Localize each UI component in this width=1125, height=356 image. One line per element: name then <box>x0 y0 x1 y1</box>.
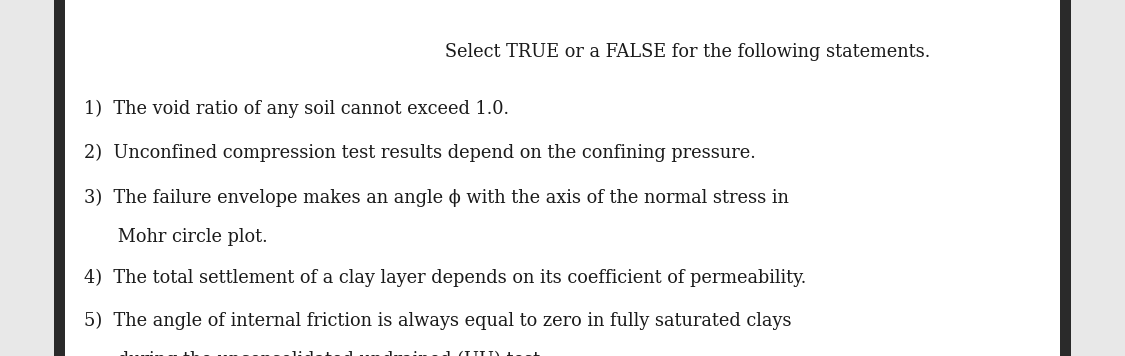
Text: during the unconsolidated undrained (UU) test.: during the unconsolidated undrained (UU)… <box>84 351 546 356</box>
Text: 4)  The total settlement of a clay layer depends on its coefficient of permeabil: 4) The total settlement of a clay layer … <box>84 269 807 287</box>
Text: 1)  The void ratio of any soil cannot exceed 1.0.: 1) The void ratio of any soil cannot exc… <box>84 100 510 118</box>
Text: Mohr circle plot.: Mohr circle plot. <box>84 228 268 246</box>
Text: 3)  The failure envelope makes an angle ϕ with the axis of the normal stress in: 3) The failure envelope makes an angle ϕ… <box>84 189 790 207</box>
Text: Select TRUE or a FALSE for the following statements.: Select TRUE or a FALSE for the following… <box>428 43 929 61</box>
Text: 2)  Unconfined compression test results depend on the confining pressure.: 2) Unconfined compression test results d… <box>84 144 756 162</box>
Text: 5)  The angle of internal friction is always equal to zero in fully saturated cl: 5) The angle of internal friction is alw… <box>84 312 792 330</box>
